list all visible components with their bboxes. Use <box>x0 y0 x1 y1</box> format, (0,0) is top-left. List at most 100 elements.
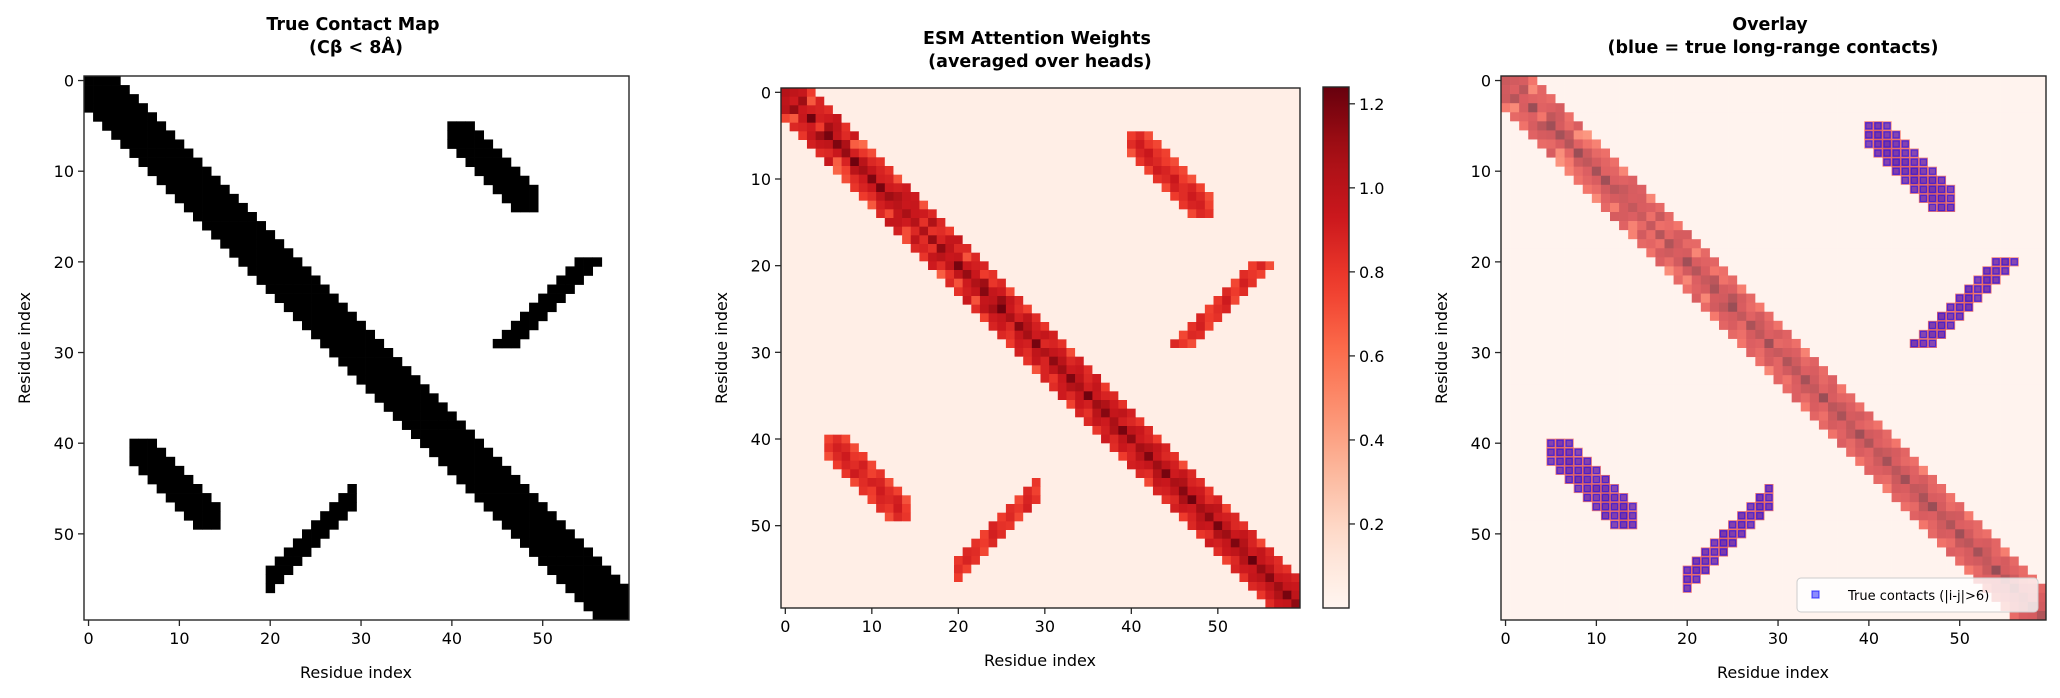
heatmap-cell <box>1049 408 1059 418</box>
heatmap-cell <box>538 529 548 539</box>
heatmap-cell <box>1023 105 1033 115</box>
heatmap-cell <box>1256 209 1266 219</box>
heatmap-cell <box>945 365 955 375</box>
heatmap-cell <box>2018 166 2029 177</box>
heatmap-cell <box>893 226 903 236</box>
heatmap-cell <box>1265 599 1275 609</box>
heatmap-cell <box>1655 175 1665 186</box>
heatmap-cell <box>962 495 972 505</box>
heatmap-cell <box>1282 417 1292 427</box>
heatmap-cell <box>1230 408 1240 418</box>
heatmap-cell <box>1230 209 1240 219</box>
heatmap-cell <box>411 411 421 421</box>
heatmap-cell <box>1564 94 1575 104</box>
heatmap-cell <box>1846 76 1856 86</box>
heatmap-cell <box>1101 443 1111 453</box>
heatmap-cell <box>876 443 886 453</box>
title-line-1: True Contact Map <box>266 15 439 35</box>
heatmap-cell <box>876 547 886 557</box>
heatmap-cell <box>1664 103 1674 113</box>
heatmap-cell <box>102 121 112 131</box>
heatmap-cell <box>1230 157 1240 167</box>
heatmap-cell <box>1023 547 1033 557</box>
heatmap-cell <box>928 486 938 496</box>
heatmap-cell <box>1083 252 1093 262</box>
heatmap-cell <box>202 221 212 231</box>
heatmap-cell <box>867 313 877 323</box>
heatmap-cell <box>1828 157 1838 168</box>
heatmap-cell <box>1855 157 1865 168</box>
heatmap-cell <box>936 96 946 106</box>
heatmap-cell <box>1014 235 1024 245</box>
heatmap-cell <box>1600 157 1611 168</box>
heatmap-cell <box>832 313 842 323</box>
heatmap-cell <box>1204 443 1214 453</box>
heatmap-cell <box>806 330 816 340</box>
heatmap-cell <box>538 302 548 313</box>
heatmap-cell <box>1127 590 1136 600</box>
heatmap-cell <box>1791 112 1802 122</box>
heatmap-cell <box>1057 521 1067 531</box>
heatmap-cell <box>1135 218 1145 228</box>
heatmap-cell <box>129 456 139 467</box>
heatmap-cell <box>1973 94 1983 104</box>
heatmap-cell <box>1014 200 1024 210</box>
heatmap-cell <box>893 408 903 418</box>
heatmap-cell <box>798 426 808 436</box>
heatmap-cell <box>1066 270 1076 280</box>
heatmap-cell <box>111 103 121 113</box>
heatmap-cell <box>1204 88 1214 98</box>
heatmap-cell <box>1248 296 1258 306</box>
heatmap-cell <box>1519 148 1529 158</box>
heatmap-cell <box>1782 76 1793 86</box>
heatmap-cell <box>988 157 998 167</box>
heatmap-cell <box>858 339 868 349</box>
heatmap-cell <box>129 139 139 149</box>
y-tick-label: 30 <box>751 343 771 362</box>
heatmap-cell <box>850 270 860 280</box>
heatmap-cell <box>1161 564 1171 574</box>
heatmap-cell <box>893 192 903 202</box>
heatmap-cell <box>1170 573 1180 583</box>
heatmap-cell <box>1501 103 1511 113</box>
heatmap-cell <box>1691 130 1702 140</box>
heatmap-cell <box>988 287 998 297</box>
heatmap-cell <box>928 512 938 522</box>
heatmap-cell <box>910 365 920 375</box>
heatmap-cell <box>356 348 366 358</box>
heatmap-cell <box>824 417 834 427</box>
heatmap-cell <box>1014 244 1024 254</box>
heatmap-cell <box>1118 209 1128 219</box>
heatmap-cell <box>311 329 321 340</box>
heatmap-cell <box>1161 530 1171 540</box>
heatmap-cell <box>971 374 981 384</box>
heatmap-cell <box>1109 564 1119 574</box>
heatmap-cell <box>988 478 998 488</box>
heatmap-cell <box>1291 582 1301 592</box>
heatmap-cell <box>329 502 339 512</box>
heatmap-cell <box>893 374 903 384</box>
heatmap-cell <box>1248 426 1258 436</box>
heatmap-cell <box>1291 174 1301 184</box>
heatmap-cell <box>902 304 912 314</box>
heatmap-cell <box>884 252 894 262</box>
heatmap-cell <box>138 465 148 476</box>
heatmap-cell <box>884 261 894 271</box>
heatmap-cell <box>619 592 630 603</box>
heatmap-cell <box>884 538 894 548</box>
heatmap-cell <box>858 218 868 228</box>
heatmap-cell <box>1700 148 1711 158</box>
heatmap-cell <box>971 400 981 410</box>
heatmap-cell <box>893 278 903 288</box>
heatmap-cell <box>1031 504 1041 514</box>
heatmap-cell <box>1256 131 1266 141</box>
heatmap-cell <box>1152 174 1162 184</box>
heatmap-cell <box>183 193 194 204</box>
heatmap-cell <box>850 486 860 496</box>
heatmap-cell <box>1791 184 1802 195</box>
heatmap-cell <box>1144 590 1154 600</box>
heatmap-cell <box>928 322 938 332</box>
heatmap-cell <box>138 447 148 458</box>
heatmap-cell <box>997 339 1007 349</box>
heatmap-cell <box>902 582 912 592</box>
